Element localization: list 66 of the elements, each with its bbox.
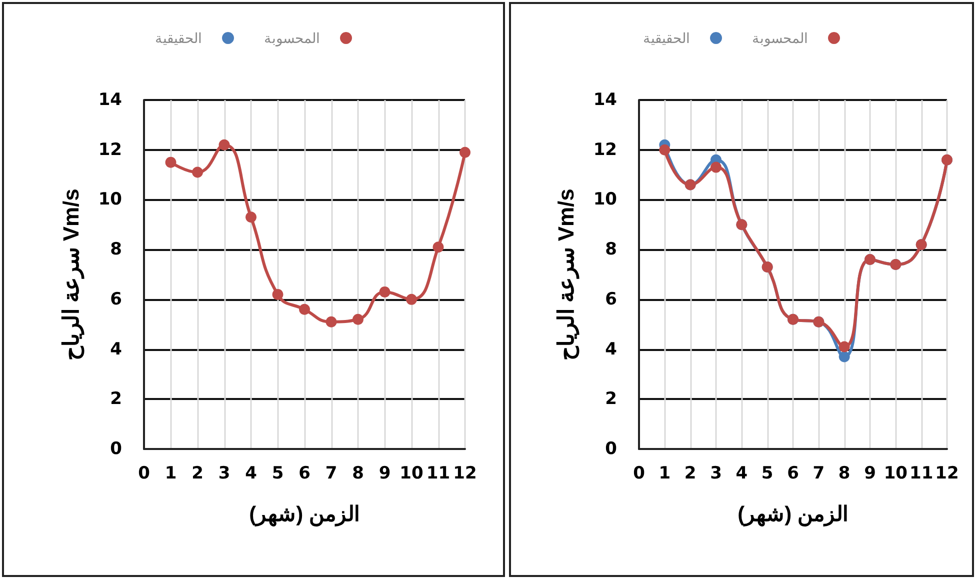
y-tick-label: 14 <box>98 90 122 110</box>
x-tick-label: 3 <box>218 464 230 484</box>
x-tick-label: 5 <box>272 464 284 484</box>
y-tick-label: 0 <box>605 439 618 459</box>
x-tick-label: 9 <box>378 464 391 484</box>
point <box>165 156 176 168</box>
x-tick-label: 4 <box>245 464 258 484</box>
x-tick-label: 5 <box>761 464 774 484</box>
x-tick-label: 4 <box>736 464 748 484</box>
y-tick-label: 6 <box>605 289 617 310</box>
y-tick-label: 8 <box>110 240 122 260</box>
point <box>192 166 203 178</box>
legend-label: الحقيقية <box>155 30 202 46</box>
point <box>659 144 670 156</box>
y-tick-label: 2 <box>605 389 617 410</box>
y-tick-label: 10 <box>593 190 618 210</box>
legend-label: الحقيقية <box>643 30 690 46</box>
y-axis-title: سرعة الرياح Vm/s <box>554 188 580 360</box>
x-tick-label: 11 <box>909 464 934 484</box>
x-axis-title: الزمن (شهر) <box>738 503 848 527</box>
x-tick-label: 0 <box>633 464 646 484</box>
x-tick-label: 7 <box>325 464 338 484</box>
y-tick-label: 14 <box>593 90 618 110</box>
x-tick-label: 1 <box>164 464 177 484</box>
x-tick-label: 10 <box>884 464 908 484</box>
x-tick-label: 10 <box>400 464 424 484</box>
point <box>710 162 722 173</box>
point <box>326 316 337 328</box>
point <box>299 304 310 315</box>
y-tick-label: 10 <box>98 190 122 210</box>
point <box>218 139 230 150</box>
y-tick-label: 4 <box>110 339 122 360</box>
point <box>272 288 284 300</box>
x-tick-label: 3 <box>710 464 722 484</box>
point <box>432 242 444 253</box>
point <box>379 286 390 298</box>
x-tick-label: 2 <box>684 464 696 484</box>
x-tick-label: 6 <box>298 464 310 484</box>
x-tick-label: 11 <box>426 464 450 484</box>
point <box>838 341 850 352</box>
y-tick-label: 12 <box>98 140 122 160</box>
y-tick-label: 6 <box>110 289 122 310</box>
point <box>838 351 850 362</box>
x-tick-label: 12 <box>453 464 477 484</box>
y-tick-label: 8 <box>605 240 617 260</box>
point <box>352 314 364 325</box>
legend-label: المحسوبة <box>752 30 808 47</box>
legend-label: المحسوبة <box>264 30 320 47</box>
y-tick-label: 12 <box>593 140 617 160</box>
point <box>460 146 470 158</box>
y-tick-label: 0 <box>110 439 122 459</box>
x-tick-label: 12 <box>935 464 959 484</box>
point <box>246 212 256 223</box>
y-tick-label: 2 <box>110 389 122 410</box>
x-tick-label: 0 <box>138 464 150 484</box>
x-tick-label: 9 <box>864 464 876 484</box>
y-axis-title: سرعة الرياح Vm/s <box>58 188 84 360</box>
x-tick-label: 8 <box>352 464 364 484</box>
x-tick-label: 7 <box>812 464 825 484</box>
y-tick-label: 4 <box>605 339 618 360</box>
x-tick-label: 6 <box>787 464 799 484</box>
x-tick-label: 1 <box>658 464 671 484</box>
point <box>406 294 417 305</box>
x-tick-label: 8 <box>838 464 850 484</box>
x-axis-title: الزمن (شهر) <box>249 503 360 527</box>
x-tick-label: 2 <box>192 464 204 484</box>
